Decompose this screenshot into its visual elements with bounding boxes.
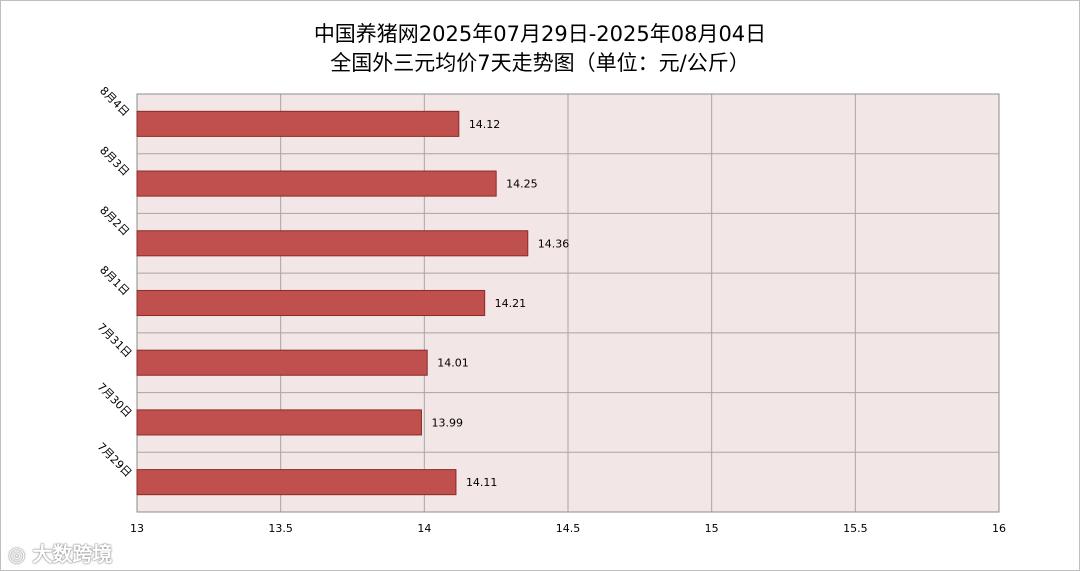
bar-value-label: 13.99 <box>431 416 463 429</box>
bar <box>136 469 457 496</box>
x-tick-label: 16 <box>992 522 1006 535</box>
bar <box>136 409 422 436</box>
bar-value-label: 14.25 <box>506 178 537 191</box>
bar-value-label: 14.11 <box>466 476 498 489</box>
bar <box>136 230 529 257</box>
x-tick-label: 13.5 <box>268 522 293 535</box>
weibo-icon: ◎ <box>8 542 26 566</box>
category-label: 7月29日 <box>95 440 135 480</box>
x-tick-label: 14 <box>417 522 431 535</box>
bar-value-label: 14.36 <box>538 237 570 250</box>
category-label: 8月4日 <box>97 84 132 119</box>
category-label: 8月3日 <box>97 144 132 179</box>
bar <box>136 349 428 376</box>
bar-value-label: 14.01 <box>437 357 469 370</box>
bar <box>136 170 497 197</box>
bar-value-label: 14.12 <box>469 118 501 131</box>
watermark: ◎ 大数跨境 <box>8 538 112 567</box>
bar <box>136 110 460 137</box>
x-tick-label: 13 <box>130 522 144 535</box>
category-label: 7月31日 <box>95 321 135 361</box>
watermark-text: 大数跨境 <box>32 542 113 566</box>
x-tick-label: 15 <box>705 522 719 535</box>
x-tick-label: 15.5 <box>843 522 868 535</box>
category-label: 8月2日 <box>97 204 132 239</box>
bar-value-label: 14.21 <box>495 297 527 310</box>
chart-title: 中国养猪网2025年07月29日-2025年08月04日 <box>313 22 767 46</box>
category-label: 7月30日 <box>95 380 135 420</box>
x-tick-label: 14.5 <box>556 522 581 535</box>
category-label: 8月1日 <box>97 263 132 298</box>
chart-subtitle: 全国外三元均价7天走势图（单位：元/公斤） <box>330 51 750 75</box>
bar <box>136 289 486 317</box>
